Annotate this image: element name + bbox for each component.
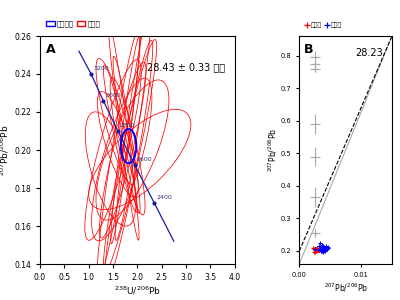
Point [312,247,318,251]
Text: 2600: 2600 [137,158,152,162]
Point [310,246,317,250]
Point [324,247,330,252]
Point [315,248,321,253]
Point [313,249,320,254]
Text: 3200: 3200 [93,66,109,71]
Point [319,249,326,254]
Point [312,246,318,251]
Y-axis label: $^{207}$Pb/$^{206}$Pb: $^{207}$Pb/$^{206}$Pb [0,124,11,176]
Point [310,249,317,254]
Point [316,246,322,251]
Point [313,246,320,251]
Point [320,248,327,253]
Point [321,247,327,252]
Point [321,245,327,250]
Point [321,246,327,251]
Point [318,248,324,253]
Point [323,246,329,251]
Text: B: B [304,43,314,56]
Point [319,244,326,249]
Text: 2800: 2800 [120,123,136,128]
Point [320,245,327,250]
Text: 28.43 ± 0.33 亿年: 28.43 ± 0.33 亿年 [147,63,225,73]
Point [320,247,326,252]
X-axis label: $^{207}$Pb/$^{206}$Pb: $^{207}$Pb/$^{206}$Pb [324,281,368,293]
Point [322,247,328,252]
Point [321,246,328,251]
Point [323,244,330,248]
Point [317,247,324,252]
Point [323,245,330,250]
Point [320,244,326,249]
Text: 3000: 3000 [105,93,121,98]
Point [316,244,322,249]
Point [318,248,324,253]
Point [319,246,326,250]
Legend: 谐和年龄, 磷酸盐: 谐和年龄, 磷酸盐 [44,18,103,30]
Point [318,248,324,253]
Point [312,247,319,252]
Point [322,245,328,250]
Point [312,247,318,252]
X-axis label: $^{238}$U/$^{206}$Pb: $^{238}$U/$^{206}$Pb [114,285,161,297]
Point [320,247,326,252]
Point [322,248,328,253]
Point [316,248,322,253]
Point [319,249,326,254]
Point [314,246,321,250]
Point [319,247,325,252]
Text: A: A [46,43,56,56]
Y-axis label: $^{207}$Pb/$^{206}$Pb: $^{207}$Pb/$^{206}$Pb [266,128,279,172]
Text: 28.23: 28.23 [355,47,383,58]
Point [311,247,318,252]
Point [322,248,328,253]
Point [320,248,326,252]
Point [312,246,318,251]
Point [314,245,320,250]
Point [316,247,322,252]
Point [317,247,323,252]
Point [314,248,320,253]
Point [317,241,323,246]
Point [325,246,332,250]
Point [318,248,324,252]
Point [319,246,326,251]
Point [316,247,322,251]
Point [318,248,324,253]
Text: 2400: 2400 [156,195,172,200]
Point [319,243,325,248]
Point [314,246,321,251]
Point [319,244,326,248]
Point [315,248,322,252]
Point [312,249,318,254]
Point [318,248,325,253]
Legend: 锃矿物, 磷酸盐: 锃矿物, 磷酸盐 [302,20,344,31]
Point [325,245,331,250]
Point [320,247,326,251]
